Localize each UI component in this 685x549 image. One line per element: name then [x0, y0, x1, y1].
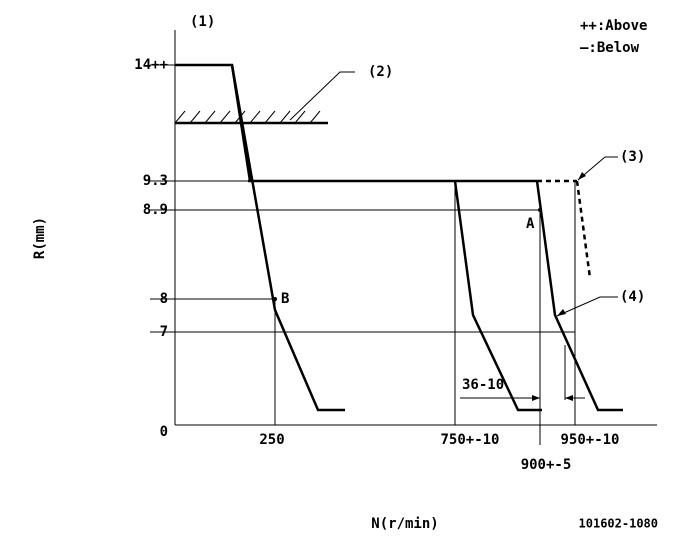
x-label: 750+-10 — [440, 432, 499, 448]
leaders — [289, 71, 618, 317]
x-title: N(r/min) — [371, 516, 438, 532]
limit-hatch — [174, 110, 328, 125]
callout: (2) — [368, 64, 393, 80]
point-label: B — [281, 291, 289, 307]
legend-below: —:Below — [580, 40, 640, 56]
reference-lines — [150, 64, 576, 445]
point-label: A — [526, 216, 535, 232]
marker: (1) — [190, 14, 215, 30]
callout: (4) — [620, 289, 645, 305]
dimension-label: 36-10 — [462, 377, 504, 393]
dimension — [460, 395, 585, 401]
y-label: 8.9 — [143, 202, 168, 218]
x-label: 900+-5 — [521, 457, 572, 473]
code: 101602-1080 — [579, 517, 658, 531]
x-label: 250 — [259, 432, 284, 448]
curves — [175, 63, 623, 412]
y-label: 14++ — [134, 57, 168, 73]
y-title: R(mm) — [32, 217, 48, 259]
y-label: 8 — [160, 291, 168, 307]
y-label: 7 — [160, 324, 168, 340]
y-label: 9.3 — [143, 173, 168, 189]
y-label: 0 — [160, 424, 168, 440]
legend-above: ++:Above — [580, 18, 647, 34]
callout: (3) — [620, 149, 645, 165]
x-label: 950+-10 — [560, 432, 619, 448]
